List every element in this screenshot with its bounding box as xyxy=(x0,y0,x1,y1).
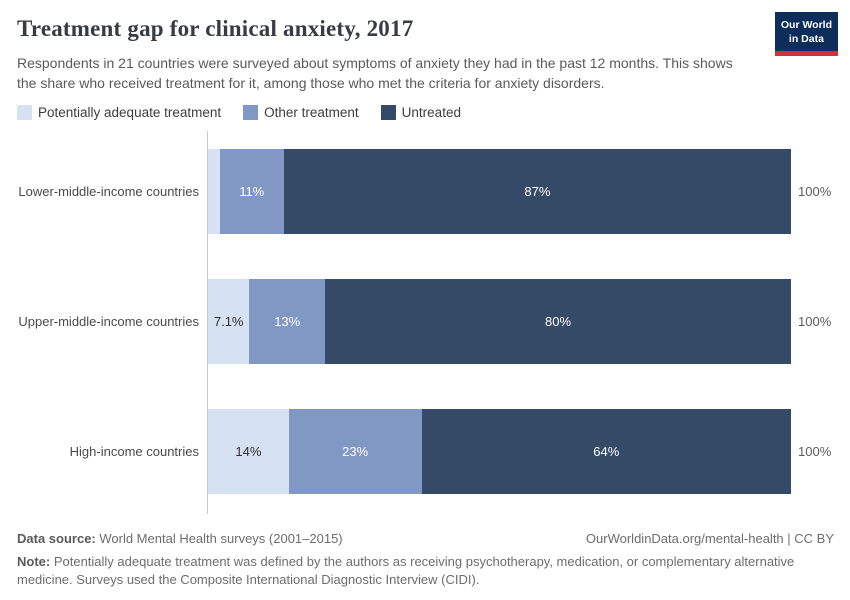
chart-note-label: Note: xyxy=(17,553,51,569)
legend-item-untreated: Untreated xyxy=(380,104,461,120)
legend-label: Potentially adequate treatment xyxy=(38,104,222,120)
bar-segment-other-treatment: 23% xyxy=(288,408,422,494)
owid-logo: Our World in Data xyxy=(774,12,838,57)
bar-track: 11% 87% xyxy=(208,148,791,234)
total-label: 100% xyxy=(798,183,832,199)
data-source-text: World Mental Health surveys (2001–2015) xyxy=(95,530,343,546)
bar-row: Upper-middle-income countries 7.1% 13% 80% 1… xyxy=(0,278,850,364)
bar-row: Lower-middle-income countries 11% 87% 100% xyxy=(0,148,850,234)
legend: Potentially adequate treatment Other trea… xyxy=(17,104,834,120)
total-label: 100% xyxy=(798,443,832,459)
legend-item-potentially-adequate-treatment: Potentially adequate treatment xyxy=(17,104,222,120)
bar-segment-other-treatment: 13% xyxy=(249,278,326,364)
chart-note-text: Potentially adequate treatment was defin… xyxy=(17,553,795,588)
bar-segment-potentially-adequate-treatment xyxy=(208,148,220,234)
category-label: High-income countries xyxy=(69,443,199,459)
bar-segment-potentially-adequate-treatment: 14% xyxy=(208,408,289,494)
chart-note: Note: Potentially adequate treatment was… xyxy=(17,553,801,590)
bar-segment-untreated: 87% xyxy=(283,148,791,234)
bar-track: 14% 23% 64% xyxy=(208,408,791,494)
bar-segment-potentially-adequate-treatment: 7.1% xyxy=(208,278,250,364)
owid-logo-line2: in Data xyxy=(788,32,824,45)
data-source: Data source: World Mental Health surveys… xyxy=(17,531,343,546)
legend-swatch-other-treatment xyxy=(243,104,259,120)
chart-header: Treatment gap for clinical anxiety, 2017… xyxy=(0,0,850,120)
chart-footer: Data source: World Mental Health surveys… xyxy=(0,514,850,590)
bar-segment-untreated: 64% xyxy=(421,408,791,494)
owid-logo-line1: Our World xyxy=(780,19,832,31)
bar-segment-untreated: 80% xyxy=(325,278,792,364)
category-label: Upper-middle-income countries xyxy=(18,313,199,329)
chart-rows: Lower-middle-income countries 11% 87% 100% U… xyxy=(0,148,850,494)
legend-item-other-treatment: Other treatment xyxy=(243,104,359,120)
chart-subtitle: Respondents in 21 countries were surveye… xyxy=(17,55,733,92)
legend-label: Untreated xyxy=(401,104,461,120)
chart-area: Lower-middle-income countries 11% 87% 100% U… xyxy=(0,130,850,514)
bar-track: 7.1% 13% 80% xyxy=(208,278,792,364)
bar-row: High-income countries 14% 23% 64% 100% xyxy=(0,408,850,494)
category-label: Lower-middle-income countries xyxy=(18,183,199,199)
chart-title: Treatment gap for clinical anxiety, 2017 xyxy=(17,16,414,41)
legend-swatch-untreated xyxy=(380,104,396,120)
legend-swatch-potentially-adequate-treatment xyxy=(17,104,32,120)
total-label: 100% xyxy=(798,313,832,329)
data-source-label: Data source: xyxy=(17,530,96,546)
bar-segment-other-treatment: 11% xyxy=(219,148,284,234)
legend-label: Other treatment xyxy=(264,104,359,120)
owid-link: OurWorldinData.org/mental-health | CC BY xyxy=(585,530,834,546)
y-axis-line xyxy=(207,130,208,514)
